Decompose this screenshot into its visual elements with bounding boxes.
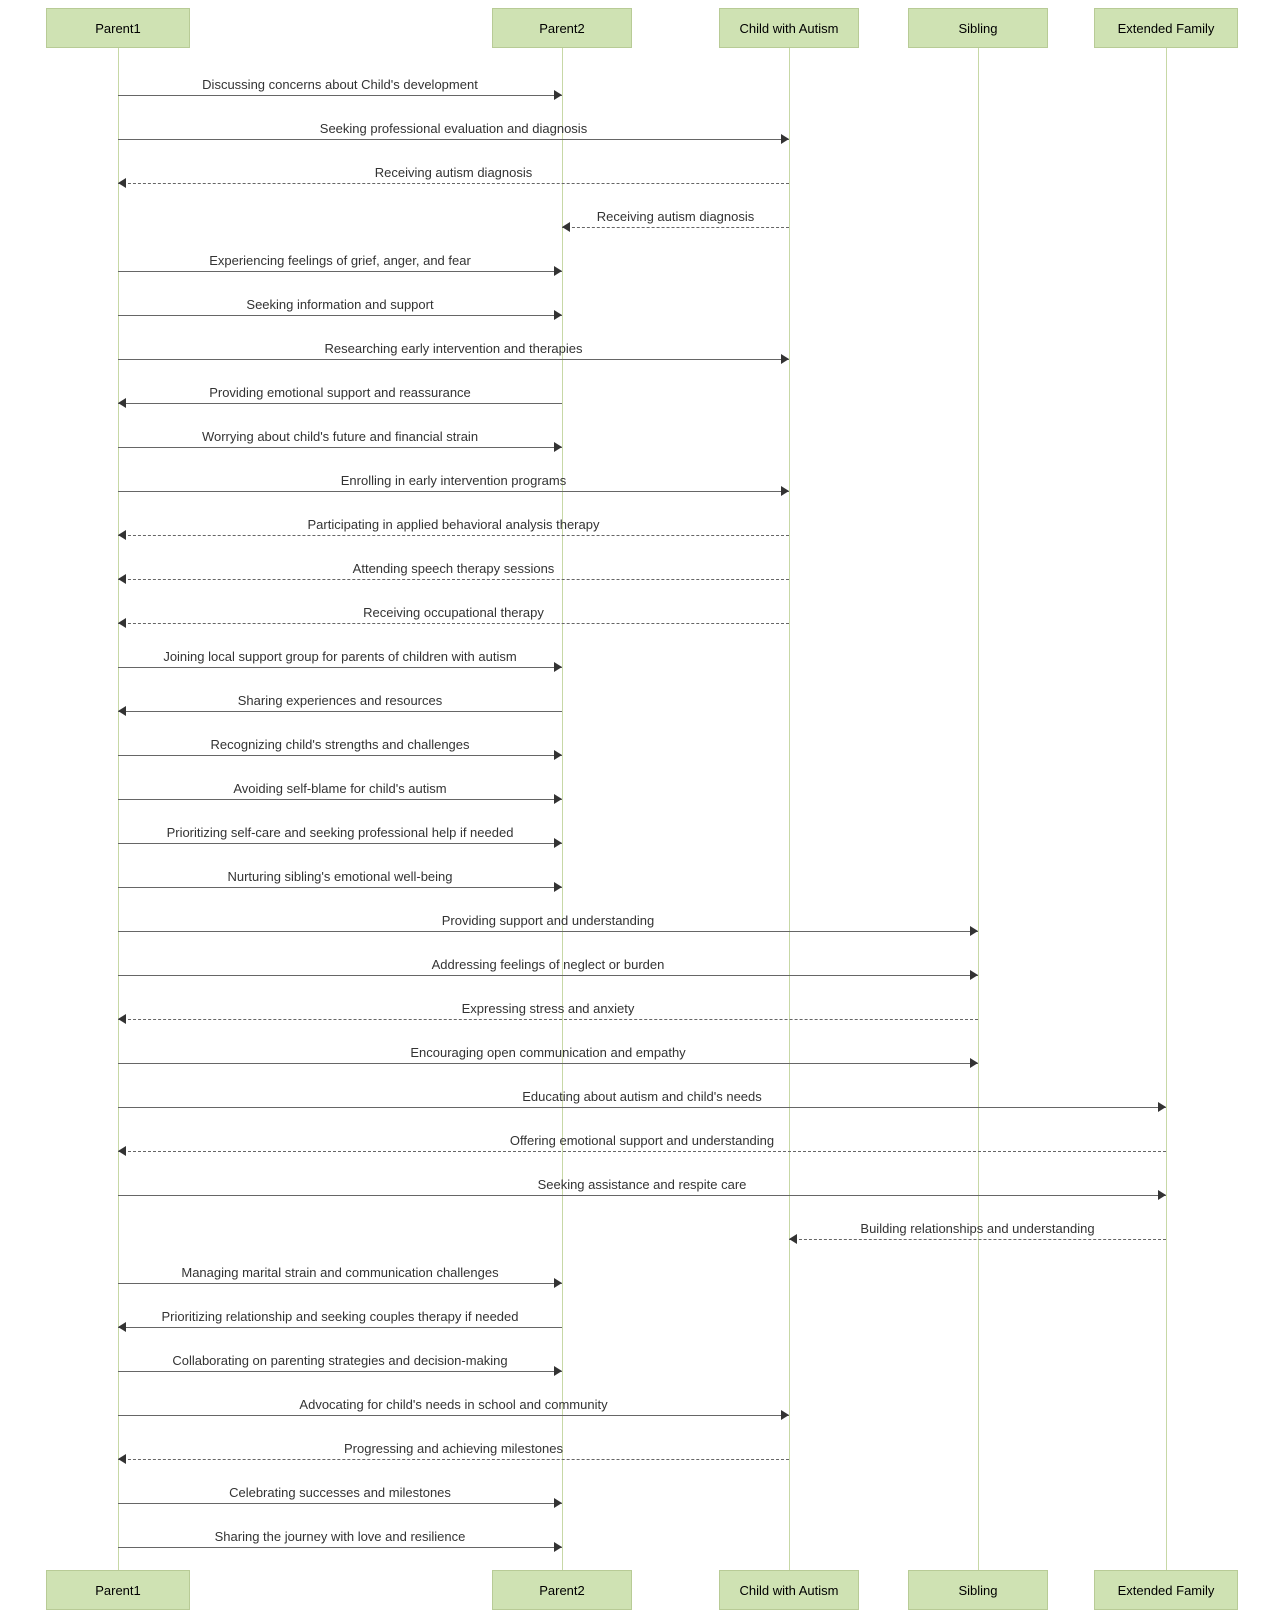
message-label: Sharing experiences and resources — [118, 693, 562, 708]
message-line — [562, 227, 789, 228]
message-label: Offering emotional support and understan… — [118, 1133, 1166, 1148]
message-label: Attending speech therapy sessions — [118, 561, 789, 576]
message-label: Seeking professional evaluation and diag… — [118, 121, 789, 136]
message-label: Expressing stress and anxiety — [118, 1001, 978, 1016]
message-label: Building relationships and understanding — [789, 1221, 1166, 1236]
message-line — [118, 1151, 1166, 1152]
message-line — [118, 975, 978, 976]
lifeline-child — [789, 48, 790, 1570]
actor-box-sib-top: Sibling — [908, 8, 1048, 48]
message-label: Advocating for child's needs in school a… — [118, 1397, 789, 1412]
message-label: Educating about autism and child's needs — [118, 1089, 1166, 1104]
message-label: Progressing and achieving milestones — [118, 1441, 789, 1456]
message-line — [118, 1327, 562, 1328]
message-line — [118, 799, 562, 800]
message-line — [789, 1239, 1166, 1240]
message-line — [118, 931, 978, 932]
actor-box-child-bottom: Child with Autism — [719, 1570, 859, 1610]
message-line — [118, 623, 789, 624]
message-label: Participating in applied behavioral anal… — [118, 517, 789, 532]
lifeline-p2 — [562, 48, 563, 1570]
message-line — [118, 1415, 789, 1416]
message-line — [118, 1371, 562, 1372]
message-label: Receiving autism diagnosis — [118, 165, 789, 180]
actor-box-ext-bottom: Extended Family — [1094, 1570, 1238, 1610]
message-line — [118, 271, 562, 272]
message-line — [118, 95, 562, 96]
message-label: Encouraging open communication and empat… — [118, 1045, 978, 1060]
message-label: Researching early intervention and thera… — [118, 341, 789, 356]
message-label: Experiencing feelings of grief, anger, a… — [118, 253, 562, 268]
actor-box-child-top: Child with Autism — [719, 8, 859, 48]
message-line — [118, 1547, 562, 1548]
actor-box-sib-bottom: Sibling — [908, 1570, 1048, 1610]
message-line — [118, 1063, 978, 1064]
message-label: Collaborating on parenting strategies an… — [118, 1353, 562, 1368]
message-line — [118, 359, 789, 360]
message-label: Seeking assistance and respite care — [118, 1177, 1166, 1192]
message-label: Discussing concerns about Child's develo… — [118, 77, 562, 92]
message-line — [118, 1019, 978, 1020]
message-label: Sharing the journey with love and resili… — [118, 1529, 562, 1544]
message-line — [118, 843, 562, 844]
actor-box-p2-bottom: Parent2 — [492, 1570, 632, 1610]
lifeline-ext — [1166, 48, 1167, 1570]
message-label: Nurturing sibling's emotional well-being — [118, 869, 562, 884]
message-label: Recognizing child's strengths and challe… — [118, 737, 562, 752]
message-line — [118, 579, 789, 580]
message-line — [118, 1283, 562, 1284]
message-line — [118, 1459, 789, 1460]
message-line — [118, 1195, 1166, 1196]
message-line — [118, 1107, 1166, 1108]
message-label: Receiving occupational therapy — [118, 605, 789, 620]
message-line — [118, 183, 789, 184]
message-label: Addressing feelings of neglect or burden — [118, 957, 978, 972]
lifeline-p1 — [118, 48, 119, 1570]
message-label: Worrying about child's future and financ… — [118, 429, 562, 444]
message-label: Seeking information and support — [118, 297, 562, 312]
message-label: Avoiding self-blame for child's autism — [118, 781, 562, 796]
actor-box-p1-bottom: Parent1 — [46, 1570, 190, 1610]
message-label: Enrolling in early intervention programs — [118, 473, 789, 488]
actor-box-p2-top: Parent2 — [492, 8, 632, 48]
message-line — [118, 535, 789, 536]
message-label: Prioritizing relationship and seeking co… — [118, 1309, 562, 1324]
message-line — [118, 139, 789, 140]
message-line — [118, 887, 562, 888]
message-label: Providing emotional support and reassura… — [118, 385, 562, 400]
message-line — [118, 447, 562, 448]
message-line — [118, 315, 562, 316]
message-line — [118, 711, 562, 712]
message-label: Providing support and understanding — [118, 913, 978, 928]
lifeline-sib — [978, 48, 979, 1570]
message-line — [118, 403, 562, 404]
message-line — [118, 1503, 562, 1504]
actor-box-ext-top: Extended Family — [1094, 8, 1238, 48]
message-label: Joining local support group for parents … — [118, 649, 562, 664]
message-label: Managing marital strain and communicatio… — [118, 1265, 562, 1280]
message-label: Prioritizing self-care and seeking profe… — [118, 825, 562, 840]
message-line — [118, 491, 789, 492]
actor-box-p1-top: Parent1 — [46, 8, 190, 48]
message-line — [118, 667, 562, 668]
message-label: Receiving autism diagnosis — [562, 209, 789, 224]
message-line — [118, 755, 562, 756]
sequence-diagram: Parent1 Parent2 Child with Autism Sibling Ex… — [0, 0, 1280, 1623]
message-label: Celebrating successes and milestones — [118, 1485, 562, 1500]
